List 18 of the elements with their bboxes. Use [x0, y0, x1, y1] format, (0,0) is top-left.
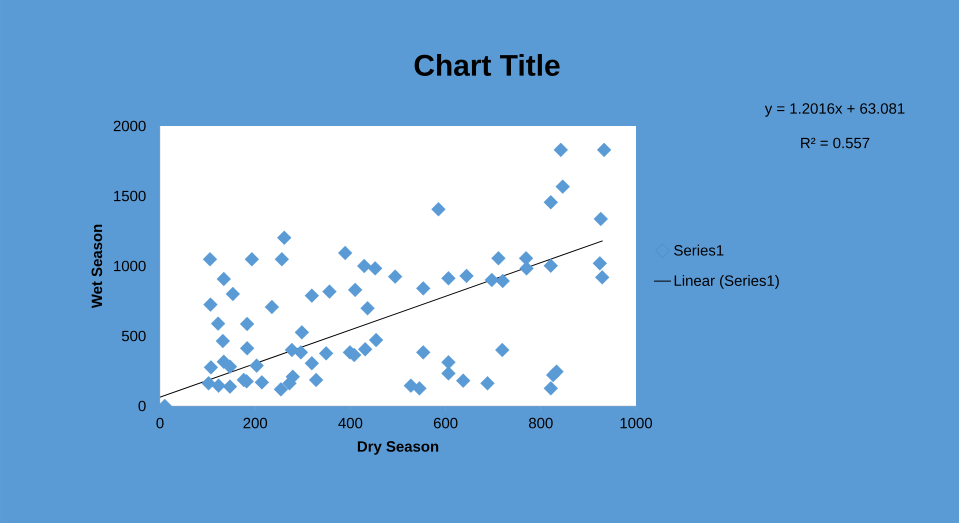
x-tick-label: 600: [434, 418, 458, 428]
y-tick-label: 500: [122, 330, 146, 342]
y-tick-label: 2000: [114, 120, 146, 132]
text: R² = 0.557: [801, 138, 870, 148]
y-tick-label: 0: [138, 400, 146, 412]
x-tick-label: 0: [156, 418, 164, 428]
x-axis-title: Dry Season: [358, 441, 438, 455]
legend-label: Linear (Series1): [674, 274, 779, 289]
x-tick-label: 1000: [620, 418, 652, 428]
x-tick-label: 200: [243, 418, 268, 428]
legend-label: Series1: [674, 244, 724, 256]
y-tick-label: 1500: [114, 190, 146, 202]
y-axis-title: Wet Season: [92, 224, 102, 308]
y-tick-label: 1000: [114, 260, 146, 272]
text: y = 1.2016x + 63.081: [764, 103, 904, 117]
x-tick-label: 400: [338, 418, 362, 428]
chart-title: Chart Title: [414, 54, 560, 76]
x-tick-label: 800: [529, 418, 553, 428]
